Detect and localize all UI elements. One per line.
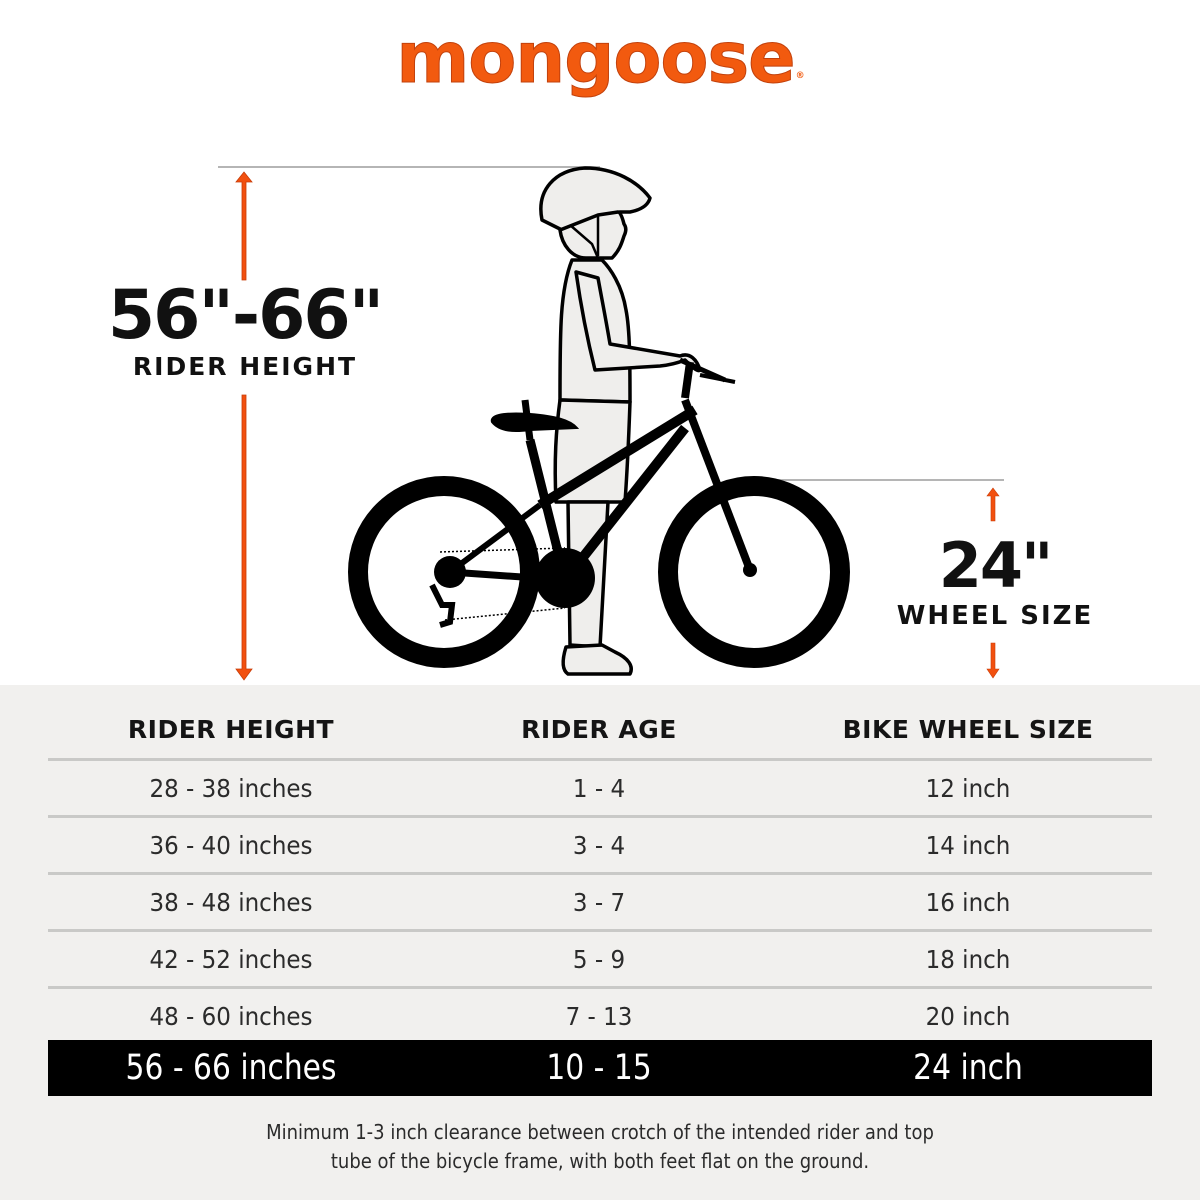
cell-rider-height: 38 - 48 inches [149, 887, 313, 917]
wheel-size-value: 24" [938, 529, 1054, 602]
cell-wheel-size: 20 inch [925, 1001, 1011, 1031]
size-chart-panel [0, 685, 1200, 1200]
cell-rider-height: 28 - 38 inches [149, 773, 313, 803]
rider-height-down-arrow-icon [235, 394, 253, 681]
highlight-rider-age: 10 - 15 [546, 1048, 652, 1088]
wheel-size-down-arrow-icon [986, 642, 1000, 679]
highlighted-table-row: 56 - 66 inches 10 - 15 24 inch [48, 1040, 1152, 1096]
header-rider-height: RIDER HEIGHT [127, 714, 335, 744]
cell-wheel-size: 12 inch [925, 773, 1011, 803]
wheel-size-up-arrow-icon [986, 487, 1000, 522]
footnote-line-1: Minimum 1-3 inch clearance between crotc… [266, 1120, 934, 1144]
footnote-line-2: tube of the bicycle frame, with both fee… [330, 1149, 870, 1173]
rider-height-value: 56"-66" [107, 276, 384, 355]
table-row: 48 - 60 inches 7 - 13 20 inch [48, 989, 1152, 1043]
header-wheel-size: BIKE WHEEL SIZE [842, 714, 1094, 744]
cell-rider-age: 5 - 9 [572, 944, 626, 974]
rider-height-up-arrow-icon [235, 171, 253, 281]
rider-height-top-guide [218, 166, 600, 168]
table-header-row: RIDER HEIGHT RIDER AGE BIKE WHEEL SIZE [48, 700, 1152, 761]
mongoose-logo: mongoose® [0, 18, 1200, 116]
brand-name: mongoose [396, 17, 796, 99]
rear-wheel-icon [348, 476, 540, 668]
registered-mark: ® [795, 71, 805, 81]
cell-rider-age: 3 - 7 [572, 887, 626, 917]
cell-rider-height: 42 - 52 inches [149, 944, 313, 974]
wheel-size-label: WHEEL SIZE [896, 601, 1094, 631]
clearance-footnote: Minimum 1-3 inch clearance between crotc… [195, 1118, 1005, 1176]
cell-rider-age: 3 - 4 [572, 830, 626, 860]
wheel-top-guide [748, 479, 1004, 481]
front-wheel-icon [658, 476, 850, 668]
rider-height-label: RIDER HEIGHT [132, 352, 358, 381]
size-chart-table: RIDER HEIGHT RIDER AGE BIKE WHEEL SIZE 2… [48, 700, 1152, 1043]
cell-wheel-size: 16 inch [925, 887, 1011, 917]
cell-wheel-size: 18 inch [925, 944, 1011, 974]
cell-rider-height: 48 - 60 inches [149, 1001, 313, 1031]
table-row: 38 - 48 inches 3 - 7 16 inch [48, 875, 1152, 932]
rider-figure-icon [539, 166, 702, 676]
cell-rider-age: 7 - 13 [565, 1001, 633, 1031]
table-row: 36 - 40 inches 3 - 4 14 inch [48, 818, 1152, 875]
rider-with-bike-illustration [348, 166, 850, 676]
cell-rider-age: 1 - 4 [572, 773, 626, 803]
table-row: 28 - 38 inches 1 - 4 12 inch [48, 761, 1152, 818]
header-rider-age: RIDER AGE [521, 714, 677, 744]
cell-wheel-size: 14 inch [925, 830, 1011, 860]
highlight-rider-height: 56 - 66 inches [125, 1048, 337, 1088]
cell-rider-height: 36 - 40 inches [149, 830, 313, 860]
table-row: 42 - 52 inches 5 - 9 18 inch [48, 932, 1152, 989]
bicycle-icon [348, 357, 850, 668]
highlight-wheel-size: 24 inch [913, 1048, 1023, 1088]
